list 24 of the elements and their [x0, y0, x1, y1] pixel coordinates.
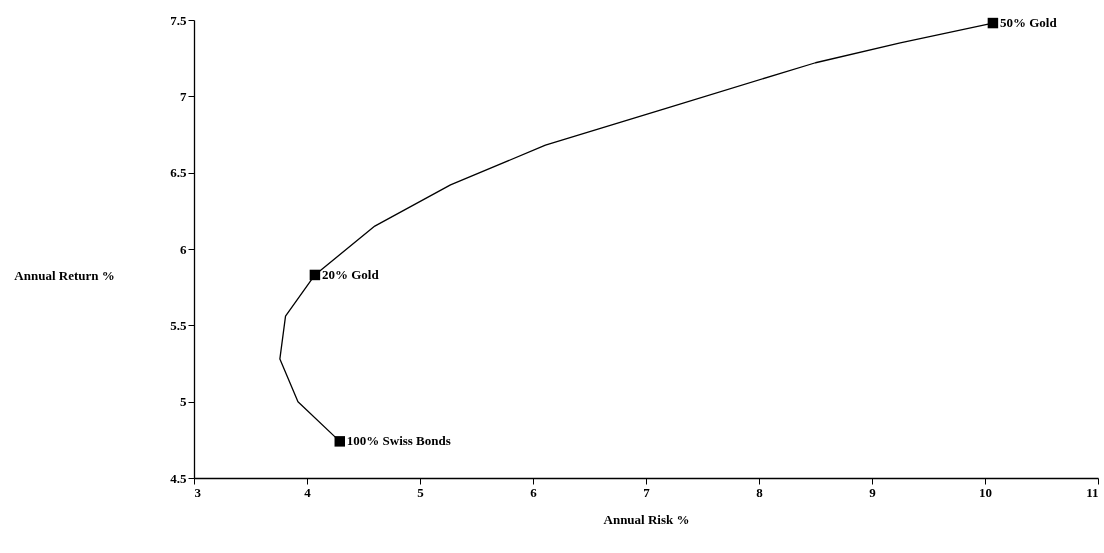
x-axis-title: Annual Risk %: [603, 511, 690, 527]
x-tick-label: 5: [417, 484, 425, 500]
y-tick-label: 5: [180, 394, 187, 410]
point: [309, 269, 321, 281]
y-tick-label: 6: [180, 241, 187, 257]
annotation: 100% Swiss Bonds: [346, 433, 451, 449]
point: [334, 436, 346, 447]
x-tick-label: 6: [530, 484, 538, 500]
point: [987, 17, 999, 29]
x-tick-label: 4: [304, 484, 312, 500]
x-tick-label: 11: [1086, 484, 1099, 500]
y-tick-label: 7: [180, 88, 187, 104]
y-tick-label: 4.5: [170, 470, 187, 486]
x-tick-label: 8: [756, 484, 764, 500]
y-axis-title: Annual Return %: [14, 267, 115, 283]
y-tick-label: 5.5: [170, 317, 187, 333]
x-tick-label: 7: [643, 484, 651, 500]
y-tick-label: 7.5: [170, 12, 187, 28]
annotation: 20% Gold: [321, 266, 380, 282]
x-tick-label: 10: [979, 484, 992, 500]
x-tick-label: 9: [869, 484, 877, 500]
annotation: 50% Gold: [999, 15, 1058, 31]
y-tick-label: 6.5: [170, 165, 187, 181]
x-tick-label: 3: [194, 484, 202, 500]
